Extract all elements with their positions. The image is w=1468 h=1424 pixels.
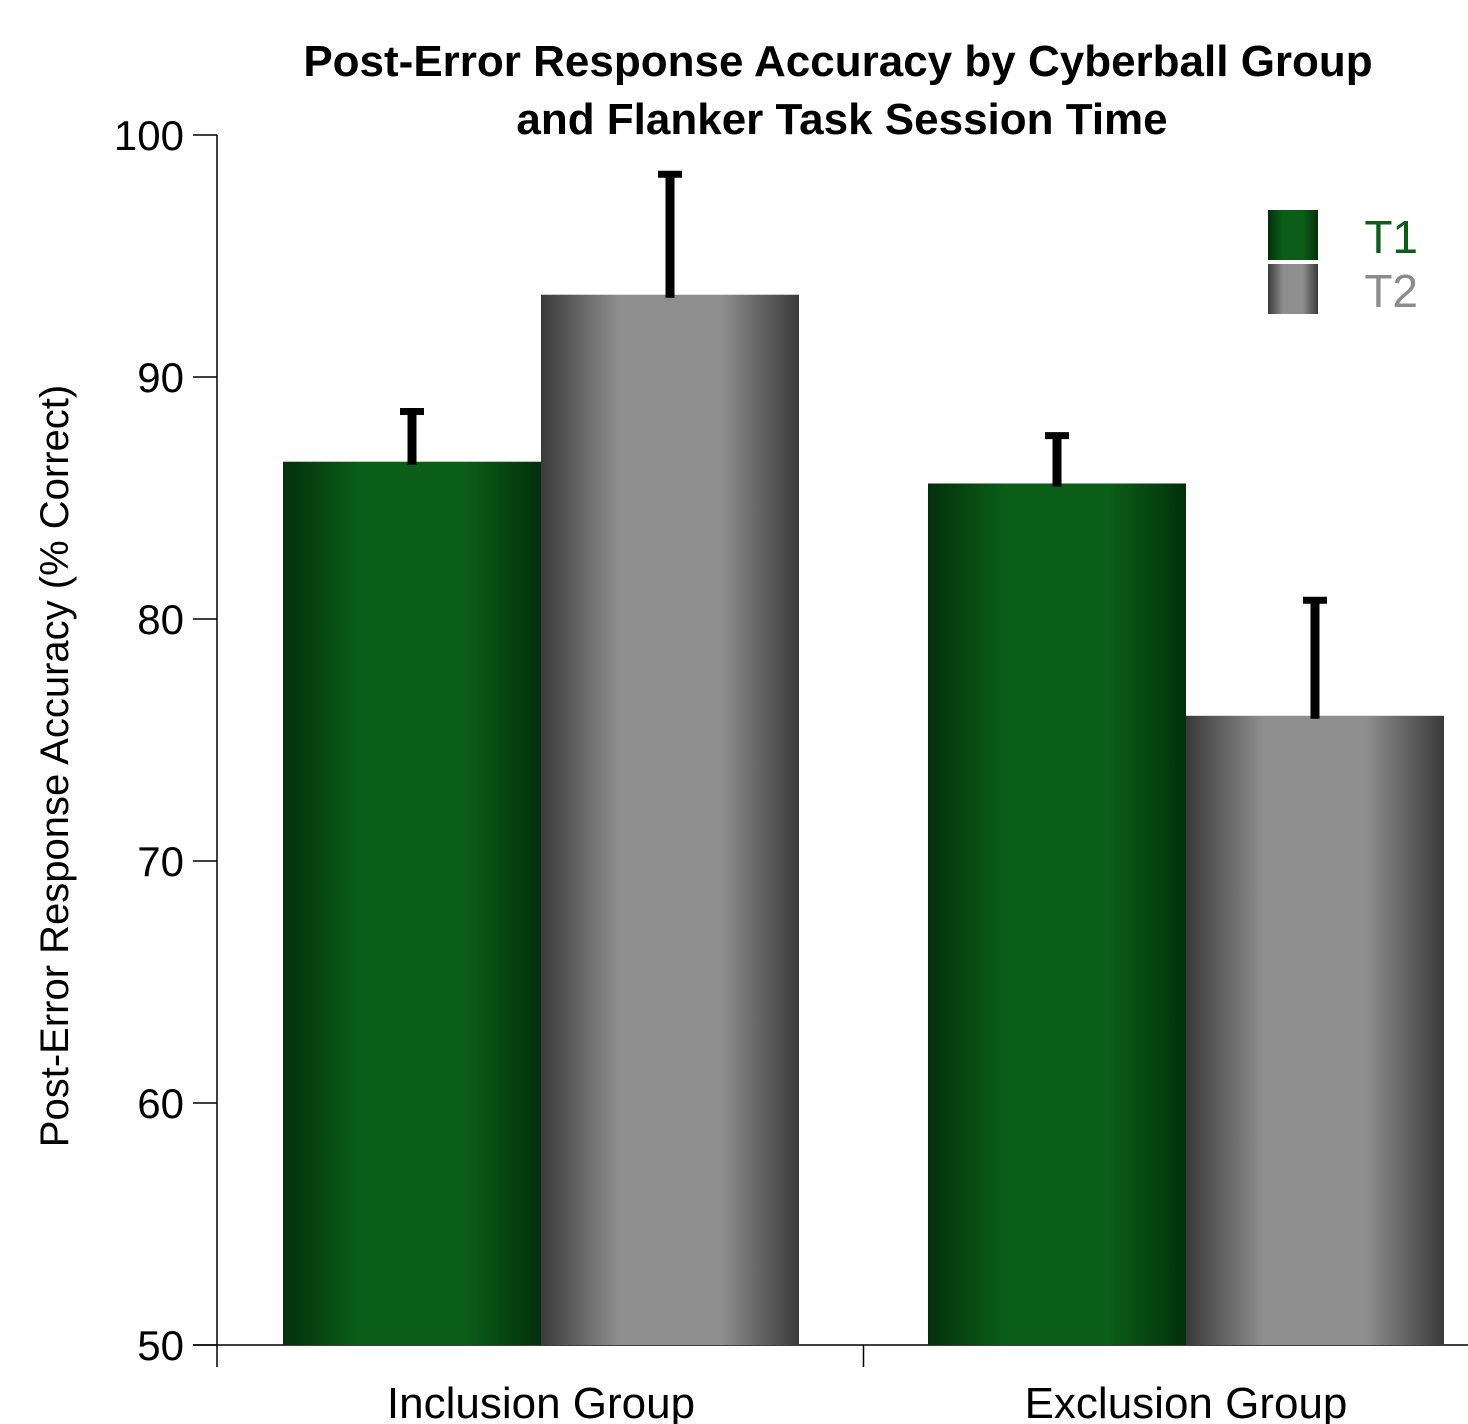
bar-t1-2: [928, 483, 1186, 1346]
y-tick-label: 90: [137, 354, 184, 401]
y-tick-label: 100: [114, 112, 184, 159]
legend-label-t1: T1: [1364, 211, 1418, 263]
chart-title-line-2: and Flanker Task Session Time: [516, 95, 1167, 144]
error-bars: [400, 170, 1327, 719]
x-category-label: Exclusion Group: [1025, 1379, 1348, 1424]
y-tick-label: 60: [137, 1080, 184, 1127]
chart-title-line-1: Post-Error Response Accuracy by Cyberbal…: [303, 37, 1372, 86]
legend-swatch-t1: [1268, 210, 1318, 260]
bar-t2-1: [541, 294, 799, 1346]
bar-t1-1: [283, 461, 541, 1345]
y-tick-label: 50: [137, 1322, 184, 1369]
legend-swatch-t2: [1268, 264, 1318, 314]
y-tick-label: 80: [137, 596, 184, 643]
x-category-label: Inclusion Group: [387, 1379, 695, 1424]
legend-label-t2: T2: [1364, 265, 1418, 317]
y-tick-label: 70: [137, 838, 184, 885]
bars: [283, 294, 1444, 1346]
axes: 100 90 80 70 60 50 Inclusion Group Exclusion Gr…: [114, 112, 1468, 1424]
bar-t2-2: [1186, 715, 1444, 1345]
y-axis-label: Post-Error Response Accuracy (% Correct): [33, 385, 77, 1147]
